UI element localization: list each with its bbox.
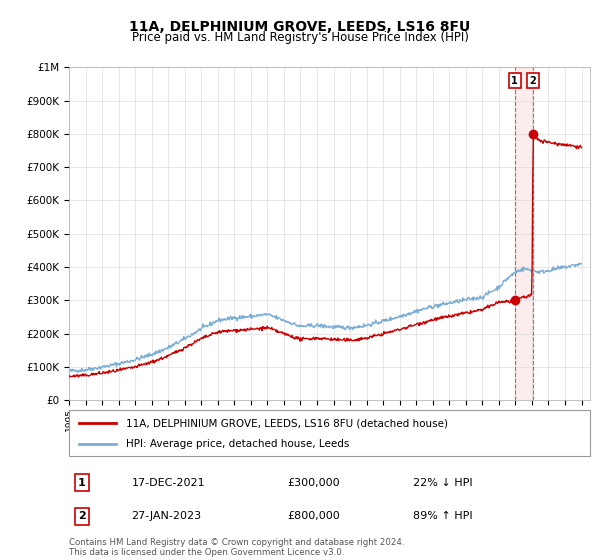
FancyBboxPatch shape bbox=[69, 410, 590, 456]
Text: 89% ↑ HPI: 89% ↑ HPI bbox=[413, 511, 472, 521]
Text: 2: 2 bbox=[78, 511, 86, 521]
Text: 17-DEC-2021: 17-DEC-2021 bbox=[131, 478, 205, 488]
Text: 22% ↓ HPI: 22% ↓ HPI bbox=[413, 478, 472, 488]
Text: HPI: Average price, detached house, Leeds: HPI: Average price, detached house, Leed… bbox=[126, 440, 350, 450]
Text: Price paid vs. HM Land Registry's House Price Index (HPI): Price paid vs. HM Land Registry's House … bbox=[131, 31, 469, 44]
Text: 1: 1 bbox=[511, 76, 518, 86]
Text: 27-JAN-2023: 27-JAN-2023 bbox=[131, 511, 202, 521]
Text: £800,000: £800,000 bbox=[288, 511, 340, 521]
Text: 2: 2 bbox=[530, 76, 536, 86]
Text: Contains HM Land Registry data © Crown copyright and database right 2024.
This d: Contains HM Land Registry data © Crown c… bbox=[69, 538, 404, 557]
Text: 11A, DELPHINIUM GROVE, LEEDS, LS16 8FU (detached house): 11A, DELPHINIUM GROVE, LEEDS, LS16 8FU (… bbox=[126, 418, 448, 428]
Bar bbox=[515, 67, 533, 400]
Text: 1: 1 bbox=[78, 478, 86, 488]
Text: 11A, DELPHINIUM GROVE, LEEDS, LS16 8FU: 11A, DELPHINIUM GROVE, LEEDS, LS16 8FU bbox=[130, 20, 470, 34]
Text: £300,000: £300,000 bbox=[288, 478, 340, 488]
